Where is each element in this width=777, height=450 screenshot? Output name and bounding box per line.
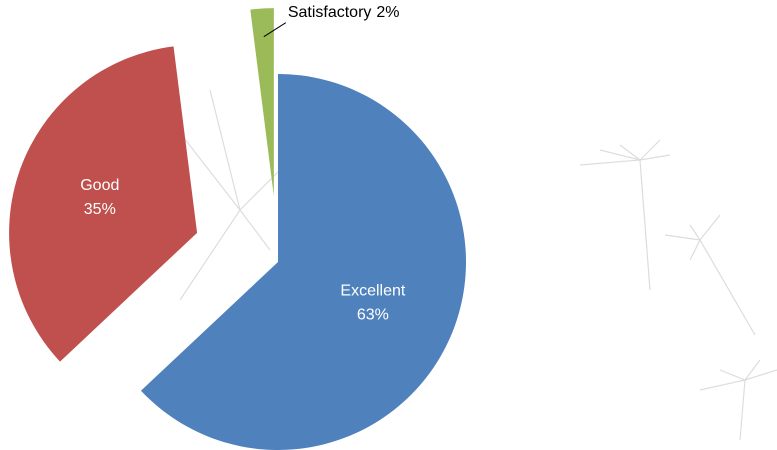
pie-slice — [140, 74, 466, 450]
background-decoration — [169, 89, 777, 441]
slice-category-label: Excellent — [340, 282, 405, 299]
leader-line — [263, 22, 287, 38]
slice-category-label: Satisfactory — [288, 4, 372, 21]
pie-slice — [250, 8, 274, 197]
slice-value-label: 35% — [84, 201, 116, 218]
slice-value-label: 63% — [357, 306, 389, 323]
pie-slice — [9, 46, 198, 362]
slice-value-label: 2% — [376, 4, 399, 21]
slice-category-label: Good — [80, 177, 119, 194]
